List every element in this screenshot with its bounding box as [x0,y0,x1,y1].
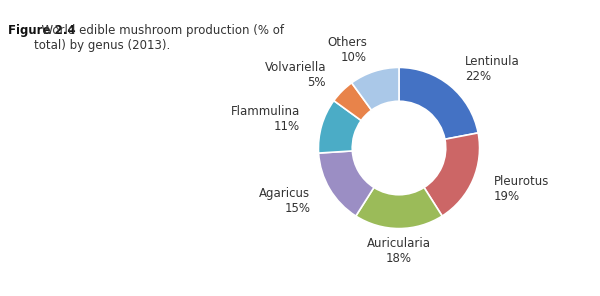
Wedge shape [352,67,399,110]
Wedge shape [319,101,361,153]
Wedge shape [334,83,371,120]
Text: Lentinula
22%: Lentinula 22% [465,54,520,83]
Text: Volvariella
5%: Volvariella 5% [265,61,326,89]
Text: Agaricus
15%: Agaricus 15% [259,186,310,215]
Text: Auricularia
18%: Auricularia 18% [367,237,431,265]
Text: Flammulina
11%: Flammulina 11% [231,105,300,133]
Wedge shape [399,67,478,139]
Wedge shape [319,151,374,216]
Wedge shape [424,133,479,216]
Text: Others
10%: Others 10% [327,36,367,64]
Text: World edible mushroom production (% of
total) by genus (2013).: World edible mushroom production (% of t… [34,24,284,52]
Wedge shape [356,187,442,229]
Text: Figure 2.4: Figure 2.4 [8,24,76,37]
Text: Pleurotus
19%: Pleurotus 19% [494,175,549,203]
